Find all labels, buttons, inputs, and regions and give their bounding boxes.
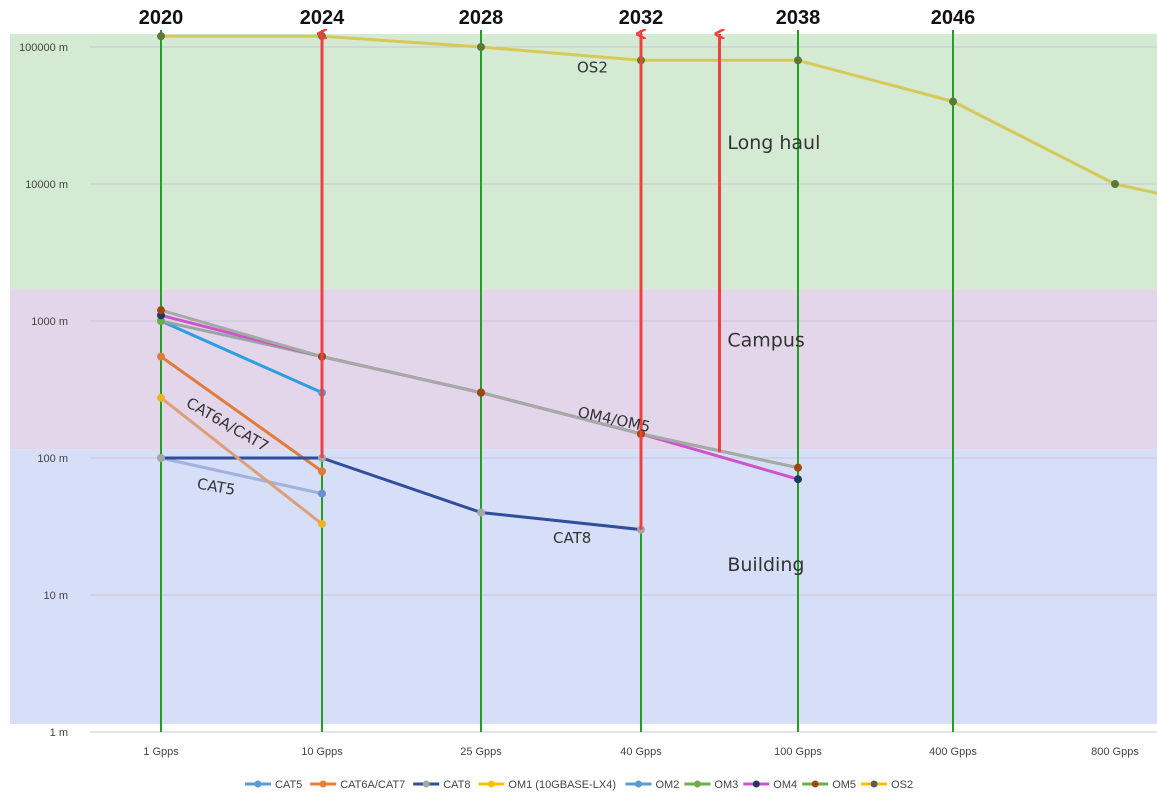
x-tick-10-gpps: 10 Gpps (301, 746, 343, 758)
red-arrows (322, 34, 720, 530)
legend-marker-om5 (811, 780, 819, 788)
year-label-2024: 2024 (300, 7, 345, 29)
x-tick-400-gpps: 400 Gpps (929, 746, 977, 758)
zone-label-long-haul: Long haul (727, 132, 820, 154)
year-label-2028: 2028 (459, 7, 504, 29)
series-point-om3-0 (157, 317, 165, 325)
series-line-cat6a-cat7 (160, 355, 323, 473)
legend-label-om2: OM2 (656, 779, 680, 791)
series-point-cat6a-cat7-1 (318, 467, 326, 476)
x-tick-25-gpps: 25 Gpps (460, 746, 502, 758)
x-tick-100-gpps: 100 Gpps (774, 746, 822, 758)
x-tick-800-gpps: 800 Gpps (1091, 746, 1139, 758)
legend-item-cat5: CAT5 (245, 779, 302, 791)
y-tick-1-m: 1 m (50, 727, 68, 739)
legend-marker-om1-10gbase-lx4 (487, 780, 495, 788)
legend-marker-cat6a-cat7 (319, 780, 327, 788)
series-point-om5-4 (794, 463, 802, 472)
legend-item-cat8: CAT8 (413, 779, 471, 791)
year-label-2046: 2046 (931, 7, 976, 29)
y-tick-1000-m: 1000 m (31, 316, 68, 328)
series-line-om1-10gbase-lx4 (160, 396, 323, 526)
legend-marker-cat5 (254, 780, 262, 788)
zone-building (10, 449, 1157, 724)
legend-label-om4: OM4 (773, 779, 797, 791)
year-labels: 2020 2024 2028 2032 2038 2046 (139, 7, 976, 29)
legend-label-om5: OM5 (832, 779, 856, 791)
year-label-2032: 2032 (619, 7, 664, 29)
y-tick-10-m: 10 m (44, 590, 68, 602)
series-point-cat6a-cat7-0 (157, 352, 165, 361)
legend-item-os2: OS2 (861, 779, 913, 791)
series-point-cat8-0 (157, 454, 165, 462)
series-point-om1-10gbase-lx4-1 (318, 519, 326, 528)
legend-item-om3: OM3 (684, 779, 738, 791)
legend-item-om4: OM4 (743, 779, 797, 791)
legend-label-om3: OM3 (714, 779, 738, 791)
annotation-os2: OS2 (577, 59, 608, 77)
series-point-os2-4 (794, 56, 802, 65)
legend-marker-os2 (870, 780, 878, 788)
zone-campus (10, 289, 1157, 450)
series-point-om1-10gbase-lx4-0 (157, 393, 165, 402)
legend-label-cat5: CAT5 (275, 779, 302, 791)
legend-marker-om4 (752, 780, 760, 788)
legend-marker-om3 (693, 780, 701, 788)
series-point-om5-2 (477, 388, 485, 397)
legend-marker-cat8 (422, 780, 430, 788)
legend-label-om1-10gbase-lx4: OM1 (10GBASE-LX4) (508, 779, 616, 791)
legend-item-om2: OM2 (625, 779, 680, 791)
zone-label-campus: Campus (727, 330, 804, 352)
y-tick-100000-m: 100000 m (19, 42, 68, 54)
legend-label-cat6a-cat7: CAT6A/CAT7 (340, 779, 405, 791)
year-label-2020: 2020 (139, 7, 184, 29)
legend-item-cat6a-cat7: CAT6A/CAT7 (310, 779, 405, 791)
x-tick-1-gpps: 1 Gpps (143, 746, 179, 758)
x-tick-40-gpps: 40 Gpps (620, 746, 662, 758)
y-axis-ticks: 1 m 10 m 100 m 1000 m 10000 m 100000 m (19, 42, 68, 739)
legend-label-os2: OS2 (891, 779, 913, 791)
zone-long-haul (10, 34, 1157, 290)
series-point-cat5-1 (318, 489, 326, 498)
legend-marker-om2 (635, 780, 642, 788)
series-point-os2-6 (1111, 180, 1119, 188)
series-point-om4-4 (794, 475, 802, 484)
x-axis-ticks: 1 Gpps 10 Gpps 25 Gpps 40 Gpps 100 Gpps 400 G… (143, 746, 1139, 758)
series-point-os2-2 (477, 43, 485, 51)
legend-item-om5: OM5 (802, 779, 856, 791)
series-line-om2 (160, 319, 323, 394)
series-point-cat8-2 (477, 508, 485, 517)
series-point-om5-0 (157, 306, 165, 315)
series-point-os2-5 (949, 97, 957, 106)
series-line-cat8 (161, 456, 642, 532)
series-point-os2-0 (157, 32, 165, 41)
annotation-cat8: CAT8 (553, 529, 591, 547)
year-label-2038: 2038 (776, 7, 821, 29)
zone-label-building: Building (727, 554, 804, 576)
legend-item-om1-10gbase-lx4: OM1 (10GBASE-LX4) (478, 779, 616, 791)
y-tick-10000-m: 10000 m (25, 179, 68, 191)
zone-labels: Long haul Campus Building (727, 132, 820, 576)
legend: CAT5 CAT6A/CAT7 CAT8 OM1 (10GBASE-LX4) OM2 OM… (245, 779, 913, 791)
legend-label-cat8: CAT8 (443, 779, 470, 791)
y-tick-100-m: 100 m (37, 453, 68, 465)
series-line-cat5 (160, 456, 323, 496)
zone-bands (10, 34, 1157, 724)
